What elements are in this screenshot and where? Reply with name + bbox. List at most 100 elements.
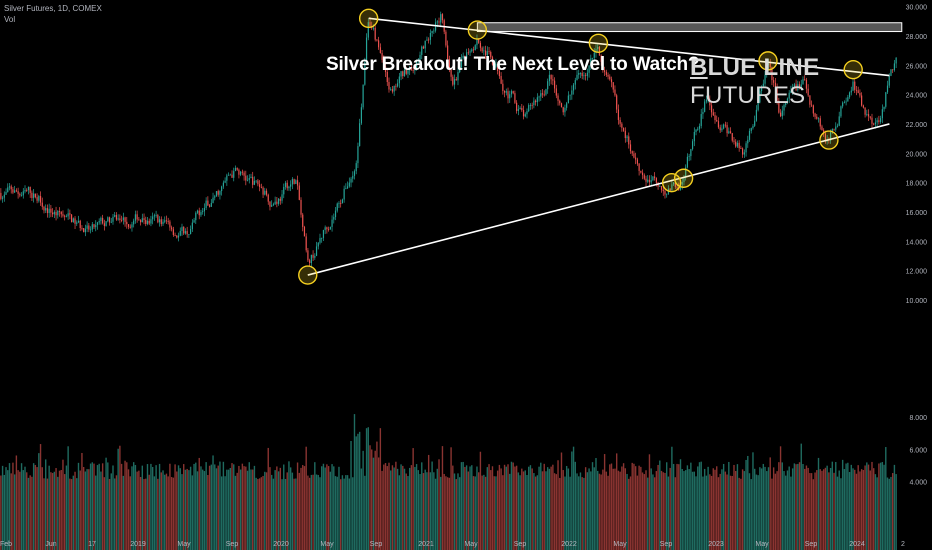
volume-bar <box>234 475 237 550</box>
volume-bar <box>881 462 884 550</box>
volume-bar <box>324 467 326 550</box>
x-tick-label: Sep <box>370 541 383 548</box>
volume-bar <box>272 478 275 550</box>
volume-bar <box>381 470 383 550</box>
volume-bar <box>357 433 359 550</box>
candle-body <box>391 89 394 92</box>
candle-body <box>743 152 745 155</box>
volume-bar <box>136 471 138 550</box>
candle-body <box>797 84 799 90</box>
candle-body <box>95 225 97 228</box>
volume-bar <box>514 466 516 550</box>
y-tick-label: 6.000 <box>909 447 927 454</box>
candle-body <box>778 100 780 113</box>
candle-body <box>158 219 161 223</box>
volume-bar <box>36 467 38 550</box>
volume-bar <box>555 474 558 550</box>
candle-body <box>81 228 83 229</box>
x-tick-label: May <box>613 541 627 548</box>
volume-bar <box>736 464 739 550</box>
volume-bar <box>352 477 354 550</box>
volume-bar <box>452 465 454 550</box>
volume-bar <box>745 459 747 550</box>
volume-bar <box>733 464 735 550</box>
volume-bar <box>371 449 373 550</box>
candle-body <box>328 229 330 231</box>
volume-bar <box>441 446 444 550</box>
candle-body <box>400 71 402 77</box>
candle-body <box>48 208 50 214</box>
volume-bar <box>500 468 502 550</box>
touch-point-circle <box>673 168 694 188</box>
candle-body <box>62 214 64 216</box>
candle-body <box>850 90 852 93</box>
candle-body <box>812 105 814 114</box>
candle-body <box>622 127 625 131</box>
volume-bar <box>265 472 268 550</box>
candle-body <box>769 63 771 68</box>
candle-body <box>471 49 473 52</box>
volume-bar <box>127 469 130 550</box>
volume-bar <box>838 470 840 550</box>
candle-body <box>522 110 525 117</box>
volume-bar <box>612 468 614 550</box>
candle-body <box>569 94 571 96</box>
candle-body <box>241 171 243 173</box>
y-tick-label: 30.000 <box>906 5 928 12</box>
candle-body <box>890 69 892 76</box>
volume-bar <box>879 462 882 550</box>
volume-bar <box>270 474 273 550</box>
volume-bar <box>705 475 708 550</box>
volume-bar <box>91 462 93 550</box>
candle-body <box>283 186 285 195</box>
volume-bar <box>798 462 801 550</box>
candle-body <box>143 218 145 221</box>
candle-body <box>98 221 100 223</box>
candle-body <box>510 91 513 95</box>
volume-bar <box>96 465 99 550</box>
candle-body <box>445 31 447 46</box>
volume-bar <box>610 463 613 550</box>
candle-body <box>336 203 338 211</box>
volume-bar <box>821 470 823 550</box>
volume-bar <box>146 464 149 550</box>
candle-body <box>472 49 475 51</box>
volume-bar <box>45 459 47 550</box>
candle-body <box>341 199 344 204</box>
x-tick-label: May <box>177 541 191 548</box>
candle-body <box>779 112 782 117</box>
volume-bar <box>469 466 471 550</box>
candle-body <box>840 106 842 117</box>
volume-bar <box>448 477 451 550</box>
volume-bar <box>653 477 656 550</box>
brand-bold: LUE LINE <box>707 54 820 81</box>
volume-bar <box>486 467 489 550</box>
volume-bar <box>98 463 100 550</box>
candle-body <box>267 194 269 202</box>
candle-body <box>781 110 783 117</box>
candle-body <box>105 221 107 226</box>
candle-body <box>457 72 459 81</box>
candle-body <box>688 156 690 157</box>
volume-bar <box>189 466 192 550</box>
volume-bar <box>403 468 406 550</box>
volume-bar <box>201 469 204 550</box>
volume-bar <box>440 476 442 550</box>
volume-bar <box>552 464 554 550</box>
volume-bar <box>326 464 328 550</box>
candle-body <box>745 143 747 153</box>
volume-bar <box>472 476 475 550</box>
volume-bar <box>855 473 858 550</box>
candle-body <box>350 178 352 183</box>
volume-bar <box>169 463 171 550</box>
candle-body <box>184 231 187 234</box>
candle-body <box>809 95 811 105</box>
candle-body <box>486 51 488 56</box>
volume-bar <box>541 471 544 550</box>
touch-point-circle <box>661 172 682 193</box>
volume-bar <box>684 470 687 550</box>
candle-body <box>319 238 321 243</box>
candle-body <box>83 228 85 233</box>
volume-bar <box>717 477 720 550</box>
